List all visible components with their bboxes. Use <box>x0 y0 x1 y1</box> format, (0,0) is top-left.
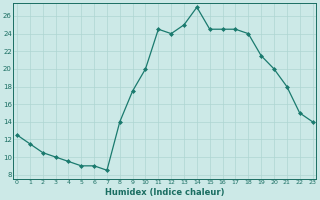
X-axis label: Humidex (Indice chaleur): Humidex (Indice chaleur) <box>105 188 225 197</box>
